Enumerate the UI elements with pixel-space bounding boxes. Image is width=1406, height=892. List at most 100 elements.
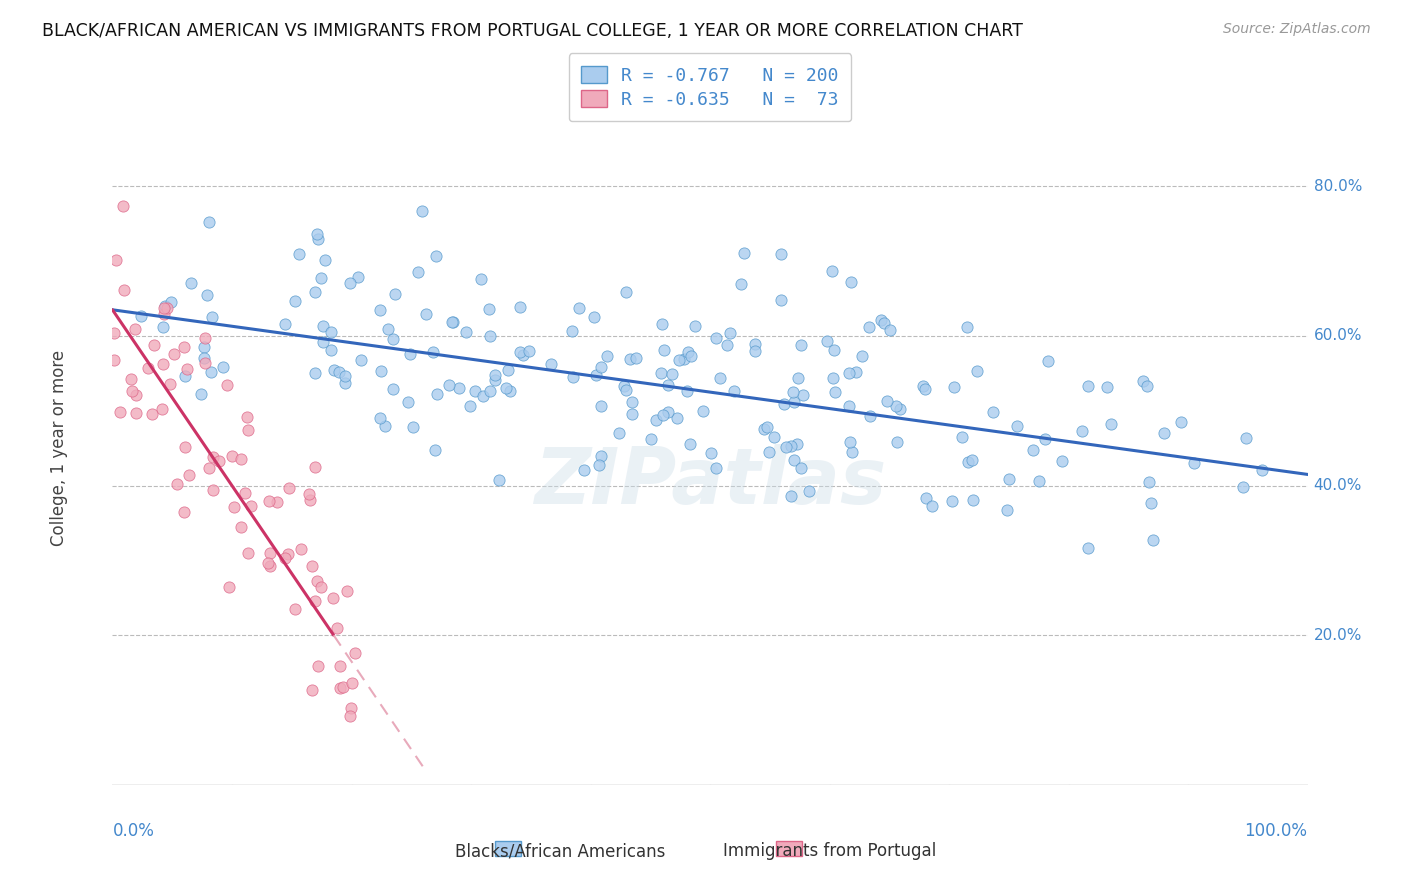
Point xyxy=(125,406,148,420)
Point xyxy=(180,276,202,290)
Point xyxy=(786,436,808,450)
Point xyxy=(339,276,361,290)
Point xyxy=(153,299,176,313)
Point xyxy=(567,301,589,316)
Point xyxy=(769,293,792,307)
Point xyxy=(329,659,352,673)
Point xyxy=(823,370,845,384)
Point xyxy=(202,450,225,464)
Point xyxy=(350,352,373,367)
Point xyxy=(301,559,323,574)
Point xyxy=(1099,417,1122,432)
Text: 100.0%: 100.0% xyxy=(1244,822,1308,840)
Point xyxy=(509,301,531,315)
Point xyxy=(484,368,506,382)
Point xyxy=(484,373,506,387)
Point xyxy=(679,349,702,363)
Point xyxy=(685,318,707,333)
Point xyxy=(912,379,935,393)
Point xyxy=(335,369,357,384)
Point xyxy=(103,326,125,340)
Point xyxy=(277,548,299,562)
Point xyxy=(141,407,163,421)
Point xyxy=(222,500,245,515)
Point xyxy=(478,329,501,343)
Point xyxy=(229,520,252,534)
Point xyxy=(336,584,359,599)
Text: ZIPatlas: ZIPatlas xyxy=(534,444,886,520)
Point xyxy=(166,476,188,491)
Point xyxy=(218,580,240,594)
Point xyxy=(332,680,354,694)
Point xyxy=(305,227,328,242)
Point xyxy=(236,409,259,424)
Point xyxy=(758,445,780,459)
Point xyxy=(153,301,176,316)
Point xyxy=(783,395,806,409)
Point xyxy=(1170,415,1192,429)
Point xyxy=(652,343,675,358)
Point xyxy=(780,439,803,453)
Point xyxy=(1005,418,1028,433)
Point xyxy=(229,451,252,466)
Point xyxy=(176,362,198,376)
Point xyxy=(440,315,463,329)
Point xyxy=(284,293,307,308)
Point xyxy=(1142,533,1164,548)
Point xyxy=(692,404,714,418)
Text: Source: ZipAtlas.com: Source: ZipAtlas.com xyxy=(1223,22,1371,37)
Point xyxy=(782,385,804,400)
Point xyxy=(657,378,679,392)
Point xyxy=(879,323,901,337)
Point xyxy=(124,322,146,336)
Point xyxy=(588,458,610,472)
Point xyxy=(1139,475,1161,489)
Point xyxy=(464,384,486,399)
Point xyxy=(699,446,721,460)
Point xyxy=(240,500,263,514)
Point xyxy=(839,276,862,290)
Point xyxy=(820,264,842,278)
Point xyxy=(621,407,644,421)
Point xyxy=(1036,354,1059,368)
Point xyxy=(561,324,583,338)
Point xyxy=(773,397,796,411)
Point xyxy=(347,270,370,285)
Point xyxy=(562,370,585,384)
Point xyxy=(156,301,179,315)
Point xyxy=(382,332,405,346)
Point xyxy=(333,376,356,390)
Point xyxy=(344,646,367,660)
Point xyxy=(298,487,321,501)
Point xyxy=(704,331,727,345)
Point xyxy=(823,343,845,358)
Point xyxy=(886,435,908,450)
Point xyxy=(1251,463,1274,477)
Point xyxy=(479,384,502,398)
Point xyxy=(839,435,862,450)
Point xyxy=(815,334,838,348)
Point xyxy=(512,348,534,362)
Text: 60.0%: 60.0% xyxy=(1313,328,1362,343)
Point xyxy=(651,317,673,331)
Point xyxy=(585,368,607,382)
Point xyxy=(200,365,222,379)
Point xyxy=(884,399,907,413)
Point xyxy=(678,345,700,359)
Text: BLACK/AFRICAN AMERICAN VS IMMIGRANTS FROM PORTUGAL COLLEGE, 1 YEAR OR MORE CORRE: BLACK/AFRICAN AMERICAN VS IMMIGRANTS FRO… xyxy=(42,22,1024,40)
Point xyxy=(198,461,221,475)
Point xyxy=(591,359,613,374)
Point xyxy=(650,366,672,380)
Text: College, 1 year or more: College, 1 year or more xyxy=(49,351,67,546)
Legend: R = -0.767   N = 200, R = -0.635   N =  73: R = -0.767 N = 200, R = -0.635 N = 73 xyxy=(569,54,851,121)
Point xyxy=(194,356,217,370)
Point xyxy=(787,371,810,385)
Point xyxy=(582,310,605,325)
Point xyxy=(730,277,752,291)
Point xyxy=(752,422,775,436)
Point xyxy=(368,303,391,318)
Text: Immigrants from Portugal: Immigrants from Portugal xyxy=(723,842,936,860)
Point xyxy=(779,490,801,504)
Point xyxy=(423,443,446,458)
Point xyxy=(1182,456,1205,470)
